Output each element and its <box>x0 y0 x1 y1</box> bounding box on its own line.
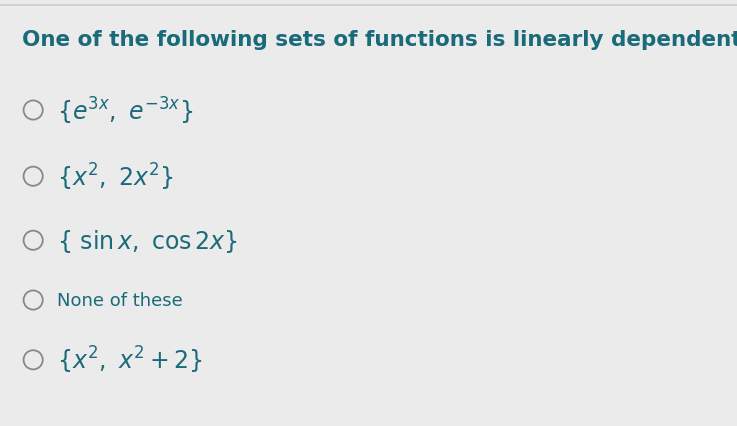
Text: $\{x^2,\ 2x^2\}$: $\{x^2,\ 2x^2\}$ <box>57 161 174 193</box>
Text: One of the following sets of functions is linearly dependent: One of the following sets of functions i… <box>22 30 737 50</box>
Text: $\{\ \sin x,\ \cos 2x\}$: $\{\ \sin x,\ \cos 2x\}$ <box>57 227 238 254</box>
Text: $\{e^{3x},\ e^{-3x}\}$: $\{e^{3x},\ e^{-3x}\}$ <box>57 95 194 127</box>
Text: None of these: None of these <box>57 291 184 309</box>
Text: $\{x^2,\ x^2+2\}$: $\{x^2,\ x^2+2\}$ <box>57 344 203 376</box>
